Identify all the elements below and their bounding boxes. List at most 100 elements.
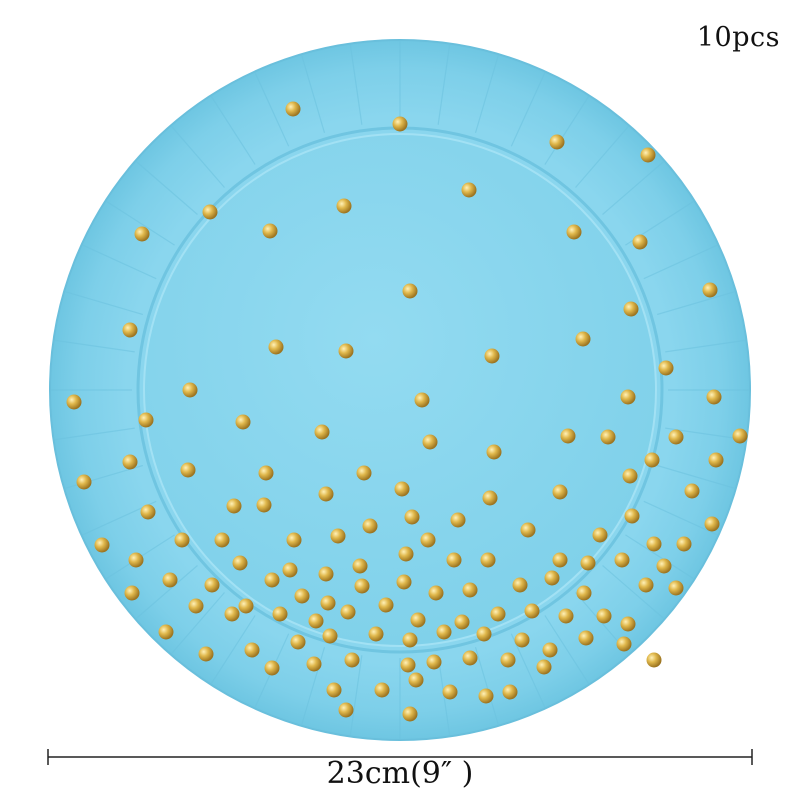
gold-dot (482, 490, 498, 506)
gold-dot (285, 101, 301, 117)
gold-dot (162, 572, 178, 588)
gold-dot (422, 434, 438, 450)
gold-dot (478, 688, 494, 704)
gold-dot (378, 597, 394, 613)
gold-dot (500, 652, 516, 668)
gold-dot (272, 606, 288, 622)
gold-dot (404, 509, 420, 525)
gold-dot (549, 134, 565, 150)
gold-dot (476, 626, 492, 642)
rim-flute-line (169, 592, 225, 657)
gold-dot (552, 484, 568, 500)
gold-dot (428, 585, 444, 601)
gold-dot (486, 444, 502, 460)
gold-dot (656, 558, 672, 574)
gold-dot (318, 566, 334, 582)
gold-dot (461, 182, 477, 198)
gold-dot (294, 588, 310, 604)
gold-dot (632, 234, 648, 250)
gold-dot (668, 580, 684, 596)
gold-dot (398, 546, 414, 562)
gold-dot (214, 532, 230, 548)
gold-dot (620, 616, 636, 632)
gold-dot (188, 598, 204, 614)
gold-dot (420, 532, 436, 548)
gold-dot (623, 301, 639, 317)
gold-dot (580, 555, 596, 571)
rim-flute-line (602, 565, 667, 621)
rim-flute-line (253, 69, 290, 147)
gold-dot (320, 595, 336, 611)
gold-dot (552, 552, 568, 568)
gold-dot (512, 577, 528, 593)
rim-flute-line (133, 159, 198, 215)
rim-flute-line (103, 199, 175, 246)
rim-flute-line (209, 615, 256, 687)
gold-dot (600, 429, 616, 445)
gold-dot (436, 624, 452, 640)
gold-dot (402, 706, 418, 722)
gold-dot (426, 654, 442, 670)
rim-flute-line (62, 290, 144, 316)
gold-dot (480, 552, 496, 568)
gold-dot (704, 516, 720, 532)
paper-plate (49, 39, 751, 741)
size-label: 23cm(9″ ) (326, 756, 474, 791)
gold-dot (258, 465, 274, 481)
dimension-line (47, 749, 753, 765)
gold-dot (224, 606, 240, 622)
gold-dot (128, 552, 144, 568)
gold-dot (732, 428, 748, 444)
gold-dot (392, 116, 408, 132)
rim-flute-line (510, 69, 547, 147)
rim-flute-line (437, 655, 451, 739)
gold-dot (138, 412, 154, 428)
gold-dot (644, 452, 660, 468)
gold-dot (122, 322, 138, 338)
plate-center (143, 133, 657, 647)
gold-dot (578, 630, 594, 646)
gold-dot (124, 585, 140, 601)
gold-dot (306, 656, 322, 672)
gold-dot (658, 360, 674, 376)
gold-dot (158, 624, 174, 640)
gold-dot (368, 626, 384, 642)
rim-flute-line (665, 339, 749, 353)
rim-flute-line (656, 464, 738, 490)
gold-dot (308, 613, 324, 629)
rim-flute-line (474, 646, 500, 728)
gold-dot (575, 331, 591, 347)
rim-flute-line (349, 655, 363, 739)
gold-dot (264, 660, 280, 676)
gold-dot (414, 392, 430, 408)
gold-dot (402, 283, 418, 299)
gold-dot (314, 424, 330, 440)
gold-dot (232, 555, 248, 571)
gold-dot (134, 226, 150, 242)
gold-dot (182, 382, 198, 398)
gold-dot (202, 204, 218, 220)
gold-dot (362, 518, 378, 534)
gold-polka-dots (66, 101, 748, 722)
gold-dot (596, 608, 612, 624)
gold-dot (282, 562, 298, 578)
gold-dot (622, 468, 638, 484)
gold-dot (450, 512, 466, 528)
rim-flute-line (602, 159, 667, 215)
gold-dot (542, 642, 558, 658)
gold-dot (410, 612, 426, 628)
gold-dot (264, 572, 280, 588)
gold-dot (374, 682, 390, 698)
rim-flute-line (209, 93, 256, 165)
gold-dot (520, 522, 536, 538)
gold-dot (140, 504, 156, 520)
gold-dot (668, 429, 684, 445)
gold-dot (256, 497, 272, 513)
rim-flute-line (349, 41, 363, 125)
gold-dot (396, 574, 412, 590)
gold-dot (536, 659, 552, 675)
gold-dot (338, 702, 354, 718)
gold-dot (490, 606, 506, 622)
gold-dot (484, 348, 500, 364)
